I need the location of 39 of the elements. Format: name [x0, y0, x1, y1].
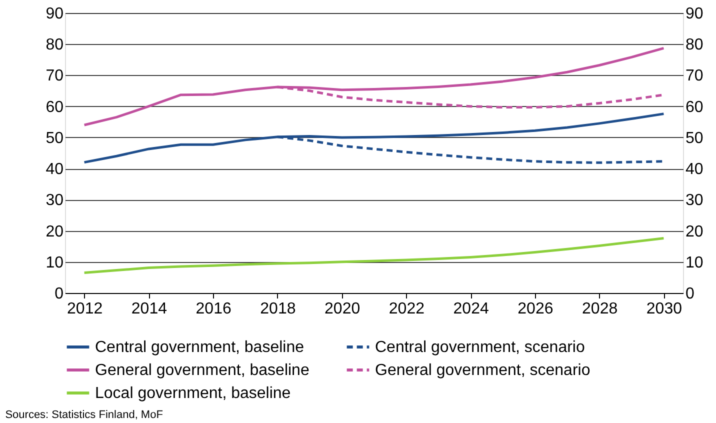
y2-tick-label: 70	[686, 68, 704, 85]
legend-label: Central government, scenario	[375, 339, 585, 356]
legend-label: Local government, baseline	[95, 385, 291, 402]
x-tick-label: 2022	[388, 300, 425, 318]
y2-tick-label: 0	[686, 286, 694, 302]
y2-tick-label: 30	[686, 192, 704, 210]
source-note: Sources: Statistics Finland, MoF	[5, 409, 164, 421]
y-tick-label: 30	[46, 192, 64, 210]
y-tick-label: 40	[46, 161, 64, 178]
y-tick-label: 70	[46, 68, 64, 85]
y2-tick-label: 80	[686, 36, 704, 54]
y2-tick-label: 10	[686, 254, 704, 272]
x-tick-label: 2030	[646, 300, 682, 318]
y2-tick-label: 20	[686, 223, 704, 240]
x-tick-label: 2016	[196, 300, 232, 318]
y-tick-label: 20	[46, 223, 64, 240]
legend-label: Central government, baseline	[95, 339, 304, 356]
line-series	[83, 46, 665, 126]
legend-label: General government, baseline	[95, 362, 310, 379]
y2-tick-label: 60	[686, 98, 704, 116]
y-tick-label: 50	[46, 130, 64, 147]
y2-tick-label: 50	[686, 130, 704, 147]
y-tick-label: 60	[46, 98, 64, 116]
x-tick-label: 2018	[260, 300, 296, 318]
y-tick-label: 0	[54, 286, 64, 302]
line-series	[83, 112, 665, 164]
x-tick-label: 2026	[518, 300, 554, 318]
x-tick-label: 2024	[453, 300, 489, 318]
legend-label: General government, scenario	[375, 362, 590, 379]
line-series	[83, 236, 665, 274]
x-tick-label: 2012	[67, 300, 103, 318]
x-tick-label: 2028	[582, 300, 618, 318]
y2-tick-label: 40	[686, 161, 704, 178]
x-tick-label: 2020	[324, 300, 360, 318]
x-tick-label: 2014	[131, 300, 168, 318]
y-tick-label: 10	[46, 254, 64, 272]
y-tick-label: 90	[46, 6, 64, 22]
y2-tick-label: 90	[686, 6, 704, 22]
y-tick-label: 80	[46, 36, 64, 54]
